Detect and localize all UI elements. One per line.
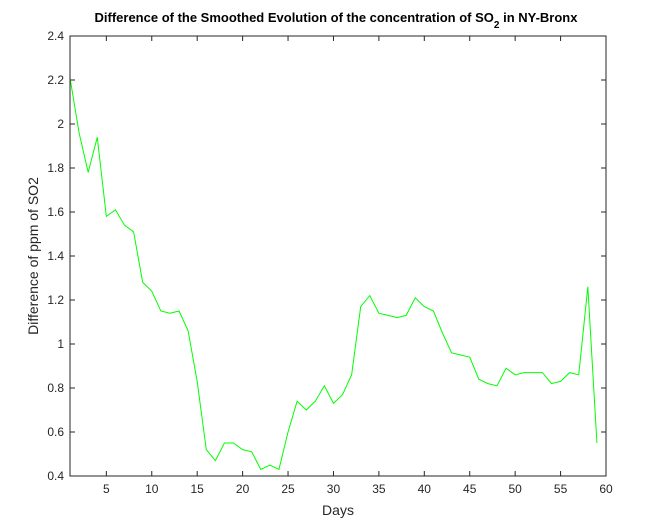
x-tick-label: 35 [372, 482, 386, 496]
x-tick-label: 30 [327, 482, 341, 496]
y-tick-label: 2.2 [47, 73, 64, 87]
x-tick-label: 60 [599, 482, 613, 496]
x-tick-label: 15 [191, 482, 205, 496]
chart-title-suffix: in NY-Bronx [499, 10, 578, 25]
y-tick-label: 1.6 [47, 205, 64, 219]
y-tick-label: 0.8 [47, 381, 64, 395]
x-tick-label: 10 [145, 482, 159, 496]
axis-tick-labels: 5 10 15 20 25 30 35 40 45 50 55 60 0.4 0.6 0.8 1 1.2 1.4 1… [47, 29, 613, 496]
plot-area [70, 36, 606, 476]
y-tick-label: 0.6 [47, 425, 64, 439]
y-tick-label: 1.2 [47, 293, 64, 307]
y-tick-label: 2.4 [47, 29, 64, 43]
x-tick-label: 45 [463, 482, 477, 496]
x-tick-label: 40 [418, 482, 432, 496]
chart-title-subscript: 2 [494, 20, 500, 31]
y-tick-label: 0.4 [47, 469, 64, 483]
x-tick-label: 55 [554, 482, 568, 496]
x-tick-label: 25 [281, 482, 295, 496]
y-tick-label: 1 [57, 337, 64, 351]
x-tick-label: 5 [103, 482, 110, 496]
plot-frame [69, 35, 607, 477]
chart-title-main: Difference of the Smoothed Evolution of … [95, 10, 494, 25]
series-line [69, 77, 598, 471]
y-tick-label: 2 [57, 117, 64, 131]
y-tick-label: 1.4 [47, 249, 64, 263]
series-layer [69, 77, 598, 471]
chart-title: Difference of the Smoothed Evolution of … [95, 10, 579, 31]
x-tick-label: 20 [236, 482, 250, 496]
x-axis-label: Days [322, 502, 354, 518]
y-tick-label: 1.8 [47, 161, 64, 175]
x-tick-label: 50 [508, 482, 522, 496]
y-axis-label: Difference of ppm of SO2 [25, 177, 41, 335]
